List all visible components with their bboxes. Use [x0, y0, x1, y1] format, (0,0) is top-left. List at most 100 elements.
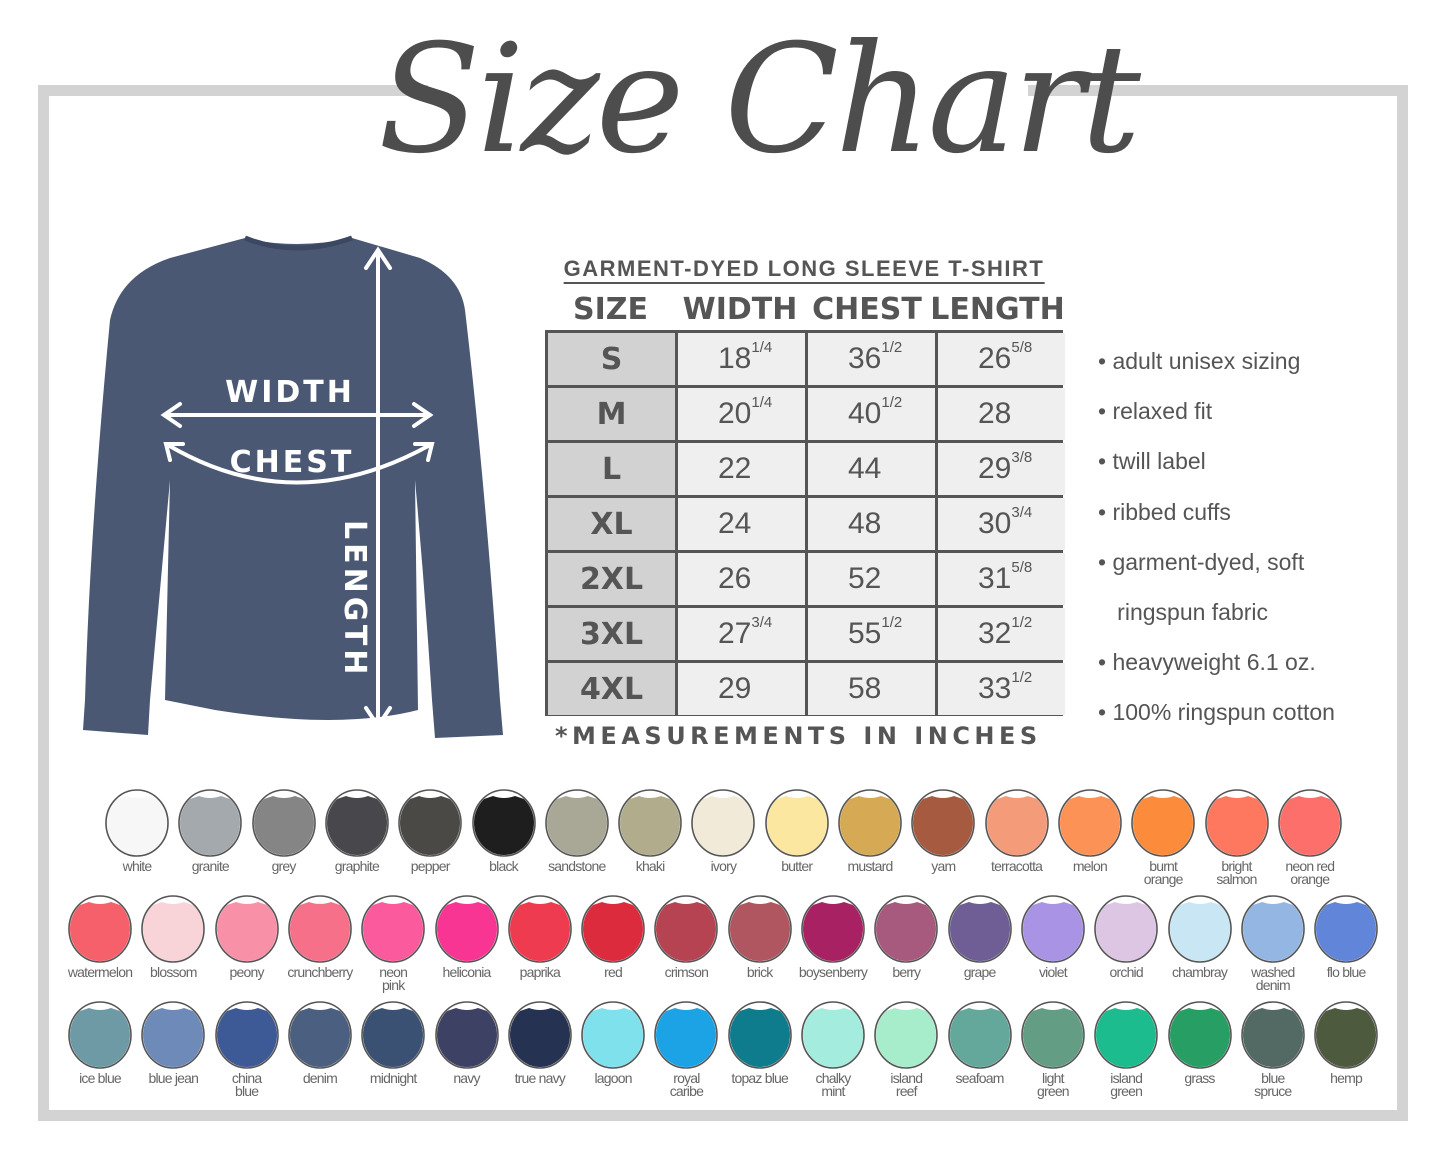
color-name: true navy [514, 1070, 566, 1086]
measurement-cell: 24 [678, 498, 805, 550]
shirt-swatch-icon [1204, 789, 1269, 857]
shirt-swatch-icon [288, 895, 352, 963]
shirt-swatch-icon [727, 1001, 792, 1069]
color-name: blue spruce [1254, 1070, 1292, 1099]
color-swatch: blossom [137, 894, 210, 979]
color-name: topaz blue [731, 1070, 788, 1086]
color-name: berry [892, 964, 921, 980]
length-label: LENGTH [337, 520, 372, 678]
measurement-cell: 31 5/8 [938, 553, 1065, 605]
color-name: crimson [664, 964, 709, 980]
feature-list: • adult unisex sizing • relaxed fit • tw… [1098, 336, 1335, 738]
color-name: chalky mint [815, 1070, 852, 1099]
cell-value: 24 [718, 507, 752, 540]
color-swatch: flo blue [1310, 894, 1383, 979]
measurement-cell: 29 3/8 [938, 443, 1065, 495]
color-name: mustard [847, 858, 894, 874]
color-swatch: heliconia [430, 894, 503, 979]
shirt-swatch-icon [1277, 789, 1342, 857]
color-swatch: terracotta [980, 788, 1053, 873]
cell-value: 18 [718, 342, 752, 375]
color-name: watermelon [67, 964, 133, 980]
measurement-cell: 20 1/4 [678, 388, 805, 440]
shirt-swatch-icon [544, 789, 609, 857]
color-name: ivory [710, 858, 737, 874]
cell-value: 20 [718, 397, 752, 430]
shirt-swatch-icon [874, 1001, 939, 1069]
shirt-swatch-icon [654, 895, 719, 963]
color-swatch: watermelon [64, 894, 137, 979]
shirt-swatch-icon [1167, 1001, 1232, 1069]
color-swatch: hemp [1310, 1000, 1383, 1085]
measurement-cell: 33 1/2 [938, 663, 1065, 715]
color-swatch: orchid [1090, 894, 1163, 979]
color-name: burnt orange [1143, 858, 1184, 887]
cell-value: M [596, 396, 627, 432]
color-swatch: sandstone [540, 788, 613, 873]
shirt-swatch-icon [288, 1001, 352, 1069]
color-name: black [489, 858, 518, 874]
color-swatch: chalky mint [797, 1000, 870, 1098]
size-cell: 2XL [548, 553, 675, 605]
shirt-swatch-icon [507, 1001, 572, 1069]
cell-value: 40 [848, 397, 882, 430]
shirt-swatch-icon [1240, 895, 1305, 963]
cell-value: 2XL [579, 561, 644, 597]
color-swatch: topaz blue [723, 1000, 796, 1085]
color-name: boysenberry [798, 964, 868, 980]
color-name: lagoon [594, 1070, 632, 1086]
feature-item: • adult unisex sizing [1098, 348, 1301, 374]
cell-value: 36 [848, 342, 882, 375]
color-swatch: pepper [394, 788, 467, 873]
shirt-swatch-icon [1167, 895, 1232, 963]
feature-item: ringspun fabric [1098, 599, 1269, 626]
shirt-swatch-icon [581, 895, 645, 963]
color-swatch: crimson [650, 894, 723, 979]
color-name: crunchberry [287, 964, 353, 980]
cell-value: 32 [978, 617, 1012, 650]
color-name: grass [1184, 1070, 1215, 1086]
cell-value: 27 [718, 617, 752, 650]
measurement-cell: 58 [808, 663, 935, 715]
color-name: grey [271, 858, 297, 874]
shirt-swatch-icon [68, 1001, 132, 1069]
shirt-swatch-icon [581, 1001, 645, 1069]
feature-item: • relaxed fit [1098, 398, 1213, 425]
cell-value: 28 [978, 397, 1012, 430]
color-name: melon [1072, 858, 1108, 874]
measurement-cell: 26 5/8 [938, 333, 1065, 385]
cell-fraction: 3/4 [1011, 504, 1033, 521]
color-name: grape [963, 964, 997, 980]
color-name: neon red orange [1285, 858, 1335, 887]
color-name: brick [746, 964, 773, 980]
color-name: graphite [334, 858, 380, 874]
color-swatch: yam [907, 788, 980, 873]
color-name: paprika [519, 964, 561, 980]
cell-fraction: 1/2 [881, 339, 903, 356]
color-swatch: china blue [210, 1000, 283, 1098]
cell-fraction: 1/2 [1011, 669, 1033, 686]
measurement-cell: 18 1/4 [678, 333, 805, 385]
feature-item: • ribbed cuffs [1098, 498, 1231, 525]
measurement-cell: 22 [678, 443, 805, 495]
shirt-swatch-icon [801, 895, 865, 963]
color-swatch: brick [723, 894, 796, 979]
color-swatch: neon red orange [1273, 788, 1346, 886]
cell-value: S [600, 341, 623, 377]
color-name: blossom [150, 964, 197, 980]
color-swatch: island green [1090, 1000, 1163, 1098]
color-name: island reef [890, 1070, 923, 1099]
color-name: yam [931, 858, 956, 874]
color-swatch: navy [430, 1000, 503, 1085]
color-name: blue jean [148, 1070, 199, 1086]
color-name: peony [229, 964, 265, 980]
color-swatch: ivory [687, 788, 760, 873]
color-swatch: neon pink [357, 894, 430, 992]
measurement-cell: 44 [808, 443, 935, 495]
color-name: heliconia [442, 964, 491, 980]
cell-value: 55 [848, 617, 882, 650]
shirt-swatch-icon [214, 895, 279, 963]
measurement-cell: 48 [808, 498, 935, 550]
feature-item: • 100% ringspun cotton [1098, 699, 1335, 726]
shirt-diagram: WIDTH CHEST LENGTH [83, 235, 503, 738]
